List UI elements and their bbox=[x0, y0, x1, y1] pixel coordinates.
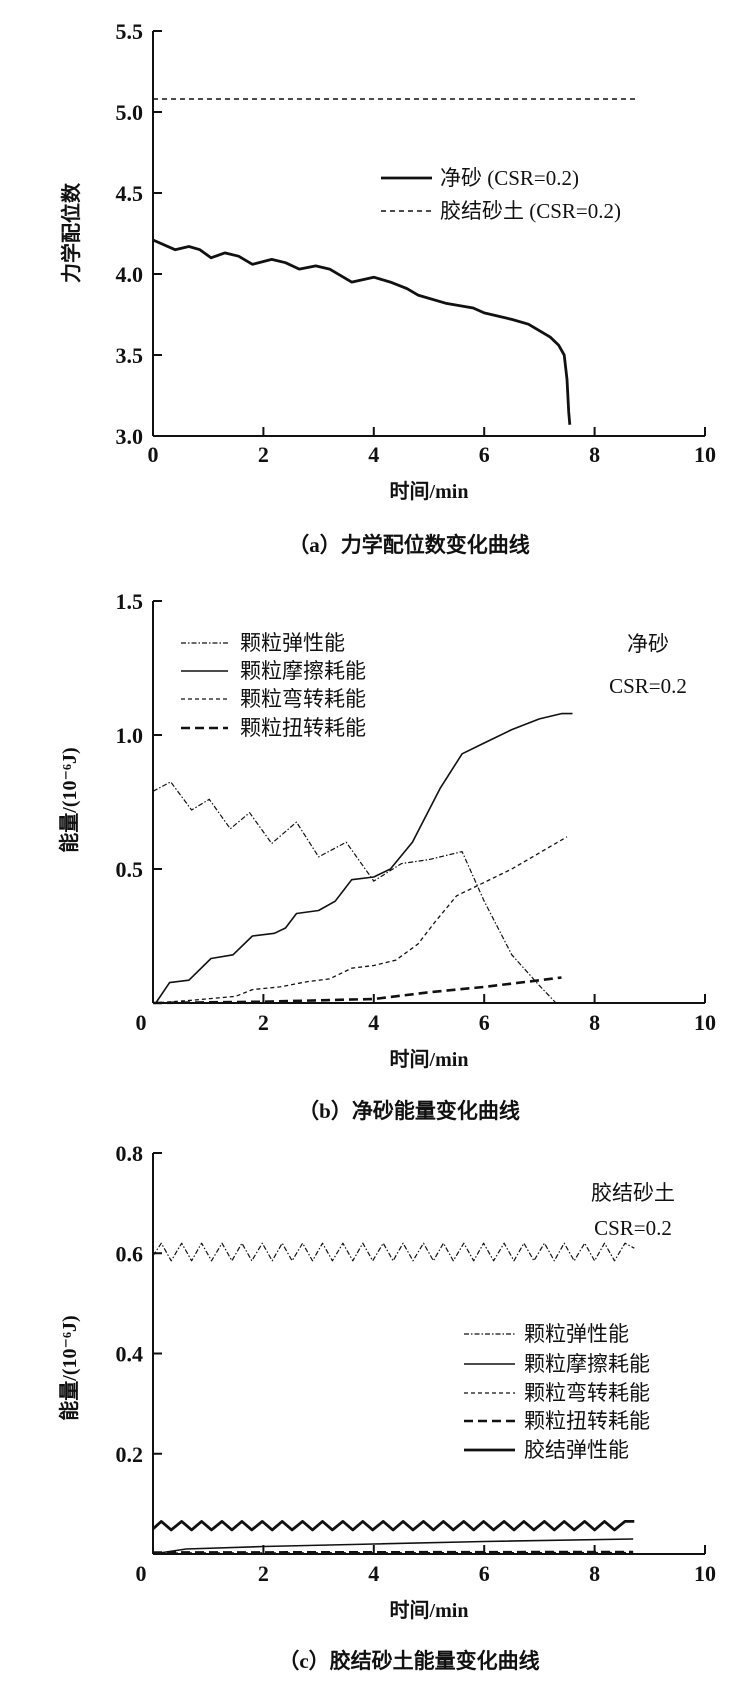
x-tick-label: 4 bbox=[368, 1561, 379, 1586]
x-tick-label: 2 bbox=[258, 442, 269, 467]
legend-label: 颗粒弹性能 bbox=[240, 631, 345, 655]
x-tick-label: 8 bbox=[589, 1010, 600, 1035]
y-axis-label: 能量/(10⁻⁶J) bbox=[57, 1315, 81, 1420]
legend-label: 胶结弹性能 bbox=[524, 1438, 629, 1462]
panel-caption: （a）力学配位数变化曲线 bbox=[288, 533, 530, 557]
x-tick-label: 0 bbox=[136, 1561, 147, 1586]
x-tick-label: 10 bbox=[694, 442, 716, 467]
legend-label: 胶结砂土 (CSR=0.2) bbox=[440, 199, 621, 223]
legend-label: 颗粒弯转耗能 bbox=[240, 687, 366, 711]
legend-label: 颗粒摩擦耗能 bbox=[524, 1352, 650, 1376]
series-line-0 bbox=[152, 1242, 635, 1262]
panel-annotation: 净砂 bbox=[627, 632, 669, 656]
panel-a: 0 2 4 6 8 10 3.0 3.5 4.0 4.5 5.0 5.5 时间/min 力学配位数 （a）力… bbox=[59, 19, 716, 557]
series-line-0 bbox=[152, 781, 557, 1004]
series-line-4 bbox=[152, 1520, 635, 1532]
y-tick-label: 0.4 bbox=[116, 1342, 144, 1367]
panel-annotation: 胶结砂土 bbox=[591, 1181, 675, 1205]
x-axis-label: 时间/min bbox=[390, 480, 469, 503]
x-tick-label: 10 bbox=[694, 1561, 716, 1586]
x-tick-label: 10 bbox=[694, 1010, 716, 1035]
panel-caption: （c）胶结砂土能量变化曲线 bbox=[278, 1649, 539, 1673]
panel-annotation: CSR=0.2 bbox=[594, 1216, 672, 1240]
x-tick-label: 0 bbox=[148, 442, 159, 467]
x-tick-label: 6 bbox=[479, 1561, 490, 1586]
x-tick-label: 4 bbox=[368, 1010, 379, 1035]
series-line-1 bbox=[152, 1538, 634, 1555]
x-tick-label: 6 bbox=[479, 1010, 490, 1035]
y-axis-label: 力学配位数 bbox=[59, 182, 83, 283]
x-tick-label: 8 bbox=[589, 442, 600, 467]
x-tick-label: 6 bbox=[479, 442, 490, 467]
y-tick-label: 3.5 bbox=[116, 343, 144, 368]
x-axis-label: 时间/min bbox=[390, 1048, 469, 1071]
y-tick-label: 3.0 bbox=[116, 424, 144, 449]
y-tick-label: 0.8 bbox=[116, 1141, 144, 1166]
legend-label: 颗粒摩擦耗能 bbox=[240, 659, 366, 683]
y-tick-label: 0.6 bbox=[116, 1241, 144, 1266]
x-tick-label: 4 bbox=[368, 442, 379, 467]
y-axis-label: 能量/(10⁻⁶J) bbox=[57, 747, 81, 852]
panel-caption: （b）净砂能量变化曲线 bbox=[298, 1099, 520, 1123]
x-axis-label: 时间/min bbox=[390, 1599, 469, 1622]
y-tick-label: 0.5 bbox=[116, 857, 144, 882]
y-tick-label: 4.0 bbox=[116, 262, 144, 287]
x-tick-label: 8 bbox=[589, 1561, 600, 1586]
panel-annotation: CSR=0.2 bbox=[609, 674, 687, 698]
panel-b: 0 2 4 6 8 10 0.5 1.0 1.5 时间/min 能量/(10⁻⁶J) （b）净砂能量变… bbox=[57, 589, 716, 1123]
legend-label: 颗粒扭转耗能 bbox=[240, 716, 366, 740]
series-line-0 bbox=[152, 238, 572, 425]
legend-label: 净砂 (CSR=0.2) bbox=[440, 166, 579, 190]
series-line-1 bbox=[155, 712, 573, 1004]
x-tick-label: 2 bbox=[258, 1561, 269, 1586]
series-line-2 bbox=[152, 836, 568, 1004]
series-line-3 bbox=[152, 976, 562, 1005]
y-tick-label: 0.2 bbox=[116, 1442, 144, 1467]
legend-label: 颗粒弯转耗能 bbox=[524, 1381, 650, 1405]
x-tick-label: 0 bbox=[136, 1010, 147, 1035]
y-tick-label: 4.5 bbox=[116, 181, 144, 206]
y-tick-label: 5.5 bbox=[116, 19, 144, 44]
legend-label: 颗粒扭转耗能 bbox=[524, 1409, 650, 1433]
series-line-3 bbox=[152, 1550, 634, 1554]
y-tick-label: 5.0 bbox=[116, 100, 144, 125]
legend-label: 颗粒弹性能 bbox=[524, 1322, 629, 1346]
y-tick-label: 1.0 bbox=[116, 723, 144, 748]
y-tick-label: 1.5 bbox=[116, 589, 144, 614]
x-tick-label: 2 bbox=[258, 1010, 269, 1035]
panel-c: 0 2 4 6 8 10 0.2 0.4 0.6 0.8 时间/min 能量/(10⁻⁶J) （c）胶结… bbox=[57, 1141, 716, 1673]
